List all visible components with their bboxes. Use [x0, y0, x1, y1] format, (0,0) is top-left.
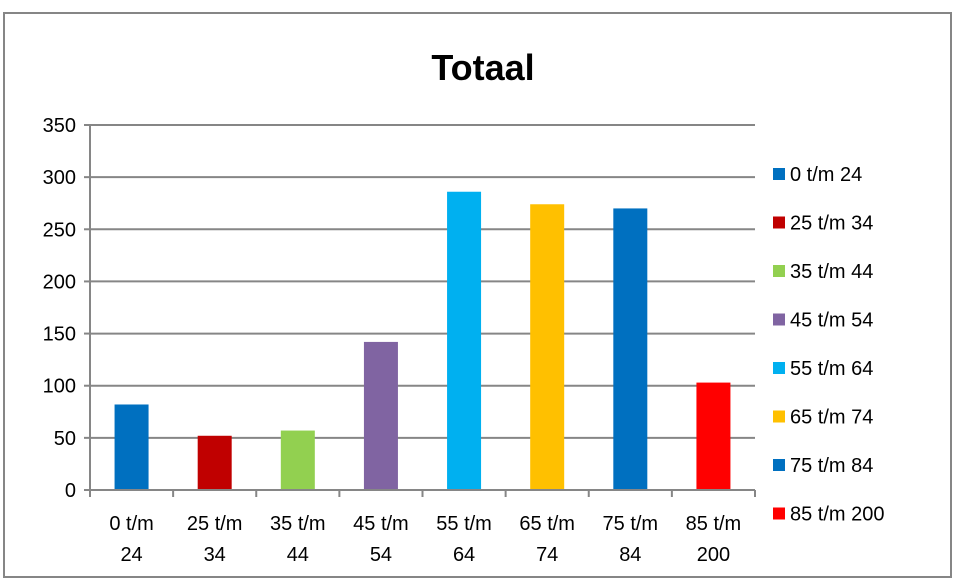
x-tick-label: 0 t/m 24	[109, 513, 153, 566]
bar	[114, 404, 149, 490]
bars	[114, 191, 731, 490]
x-axis: 0 t/m 24 25 t/m 34 35 t/m 44 45 t/m 54 55 t/m 64 6…	[89, 489, 756, 566]
bar	[447, 191, 482, 490]
bar	[696, 382, 731, 490]
legend-label: 65 t/m 74	[790, 407, 873, 429]
chart-title: Totaal	[431, 47, 534, 88]
x-tick-label: 75 t/m 84	[603, 513, 659, 566]
bar	[363, 341, 398, 490]
x-tick-label: 45 t/m 54	[353, 513, 409, 566]
legend: 0 t/m 24 25 t/m 34 35 t/m 44 45 t/m 54 55 t/…	[773, 164, 885, 526]
bar	[613, 208, 648, 490]
y-tick-label: 150	[43, 324, 76, 346]
x-tick-label: 25 t/m 34	[187, 513, 243, 566]
x-tick-label: 55 t/m 64	[436, 513, 492, 566]
y-tick-label: 100	[43, 376, 76, 398]
x-tick-label: 65 t/m 74	[519, 513, 575, 566]
legend-label: 75 t/m 84	[790, 455, 873, 477]
y-axis: 0 50 100 150 200 250 300 350	[43, 115, 91, 502]
legend-label: 55 t/m 64	[790, 358, 873, 380]
legend-label: 0 t/m 24	[790, 164, 862, 186]
legend-swatch	[773, 459, 785, 471]
y-tick-label: 350	[43, 115, 76, 137]
legend-swatch	[773, 410, 785, 423]
x-tick-label: 85 t/m 200	[686, 513, 742, 566]
legend-label: 45 t/m 54	[790, 310, 873, 332]
legend-swatch	[773, 265, 785, 277]
y-tick-label: 300	[43, 167, 76, 189]
bar	[530, 204, 565, 490]
legend-label: 85 t/m 200	[790, 504, 885, 526]
legend-swatch	[773, 168, 785, 180]
legend-swatch	[773, 507, 785, 520]
y-tick-label: 0	[65, 480, 76, 502]
legend-label: 35 t/m 44	[790, 261, 873, 283]
x-tick-label: 35 t/m 44	[270, 513, 326, 566]
grid-lines	[90, 124, 755, 439]
y-tick-label: 250	[43, 219, 76, 241]
legend-label: 25 t/m 34	[790, 213, 873, 235]
bar	[280, 430, 315, 490]
y-tick-label: 50	[54, 428, 76, 450]
legend-swatch	[773, 362, 785, 374]
bar	[197, 435, 232, 490]
legend-swatch	[773, 313, 785, 326]
y-tick-label: 200	[43, 271, 76, 293]
legend-swatch	[773, 216, 785, 229]
